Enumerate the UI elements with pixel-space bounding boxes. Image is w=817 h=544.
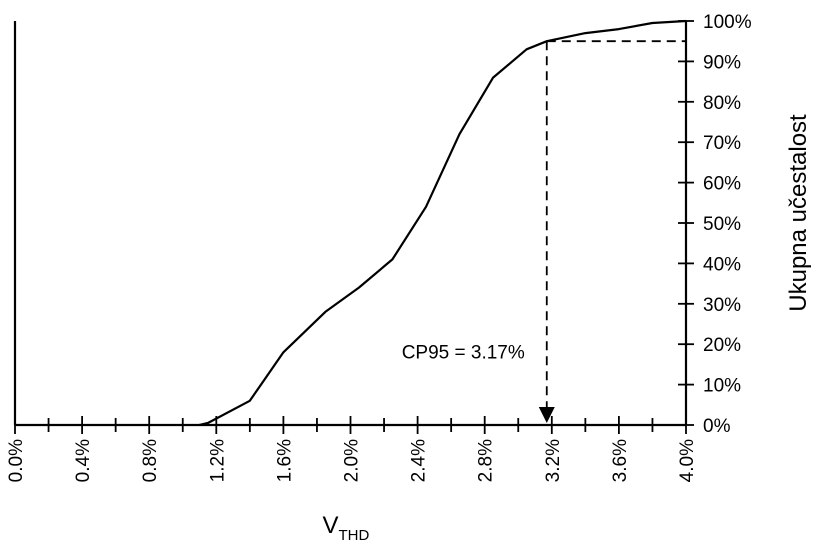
y-tick-label: 0% bbox=[703, 416, 731, 437]
ticks bbox=[14, 20, 694, 434]
y-axis-title: Ukupna učestalost bbox=[785, 114, 812, 312]
y-tick-label: 70% bbox=[703, 133, 741, 154]
x-tick-label: 3.2% bbox=[543, 439, 564, 482]
x-tick-label: 0.0% bbox=[6, 439, 27, 482]
x-tick-label: 2.4% bbox=[409, 439, 430, 482]
y-tick-label: 100% bbox=[703, 12, 752, 33]
y-tick-label: 30% bbox=[703, 295, 741, 316]
axes bbox=[13, 21, 688, 427]
cp95-annotation-label: CP95 = 3.17% bbox=[402, 342, 525, 363]
y-tick-label: 80% bbox=[703, 93, 741, 114]
x-tick-label: 1.2% bbox=[207, 439, 228, 482]
y-tick-label: 90% bbox=[703, 52, 741, 73]
cp95-arrowhead bbox=[538, 407, 555, 423]
y-tick-label: 20% bbox=[703, 335, 741, 356]
x-tick-label: 2.8% bbox=[476, 439, 497, 482]
x-axis-title-subscript: THD bbox=[339, 527, 370, 544]
marks bbox=[199, 19, 687, 427]
x-tick-label: 2.0% bbox=[342, 439, 363, 482]
x-tick-label: 3.6% bbox=[610, 439, 631, 482]
y-tick-label: 50% bbox=[703, 214, 741, 235]
x-tick-label: 4.0% bbox=[677, 439, 698, 482]
cumulative-frequency-line bbox=[199, 19, 687, 427]
y-tick-label: 40% bbox=[703, 254, 741, 275]
x-axis-title: VTHD bbox=[323, 512, 370, 544]
x-tick-label: 0.8% bbox=[140, 439, 161, 482]
y-tick-label: 60% bbox=[703, 174, 741, 195]
x-axis-title-main: V bbox=[323, 512, 339, 539]
tick-labels: 0.0% 0.4% 0.8% 1.2% 1.6% 2.0% 2.4% 2.8% 3.2% 3.6%… bbox=[6, 12, 752, 482]
x-tick-label: 1.6% bbox=[274, 439, 295, 482]
y-tick-label: 10% bbox=[703, 376, 741, 397]
x-tick-label: 0.4% bbox=[73, 439, 94, 482]
